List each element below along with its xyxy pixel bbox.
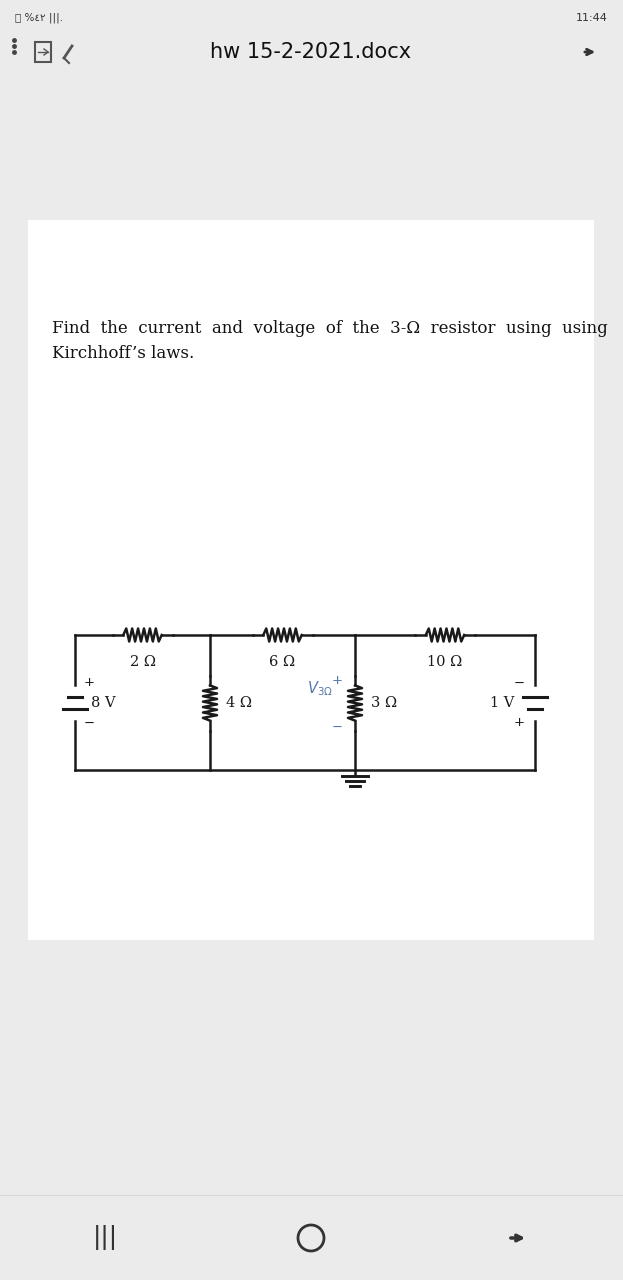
Text: +: +	[83, 677, 95, 690]
Text: 8 V: 8 V	[91, 696, 116, 710]
Text: −: −	[513, 677, 525, 690]
Text: 3 Ω: 3 Ω	[371, 696, 397, 710]
Text: 1 V: 1 V	[490, 696, 515, 710]
Bar	[28, 220, 594, 940]
Text: 10 Ω: 10 Ω	[427, 655, 463, 669]
Text: hw 15-2-2021.docx: hw 15-2-2021.docx	[211, 42, 412, 61]
Text: Kirchhoff’s laws.: Kirchhoff’s laws.	[52, 346, 194, 362]
Bar	[35, 42, 51, 61]
Text: 🔒 %٤٢ |||.: 🔒 %٤٢ |||.	[15, 13, 63, 23]
Text: 11:44: 11:44	[576, 13, 608, 23]
Text: Find  the  current  and  voltage  of  the  3-Ω  resistor  using  using: Find the current and voltage of the 3-Ω …	[52, 320, 608, 337]
Text: +: +	[331, 675, 343, 687]
Text: |||: |||	[92, 1225, 118, 1251]
Text: −: −	[331, 721, 343, 733]
Bar	[0, 70, 623, 220]
Text: −: −	[83, 717, 95, 730]
Text: 6 Ω: 6 Ω	[269, 655, 295, 669]
Text: 2 Ω: 2 Ω	[130, 655, 156, 669]
Text: 4 Ω: 4 Ω	[226, 696, 252, 710]
Bar	[0, 1196, 623, 1280]
Text: $V_{3\Omega}$: $V_{3\Omega}$	[307, 680, 333, 698]
Text: +: +	[513, 717, 525, 730]
